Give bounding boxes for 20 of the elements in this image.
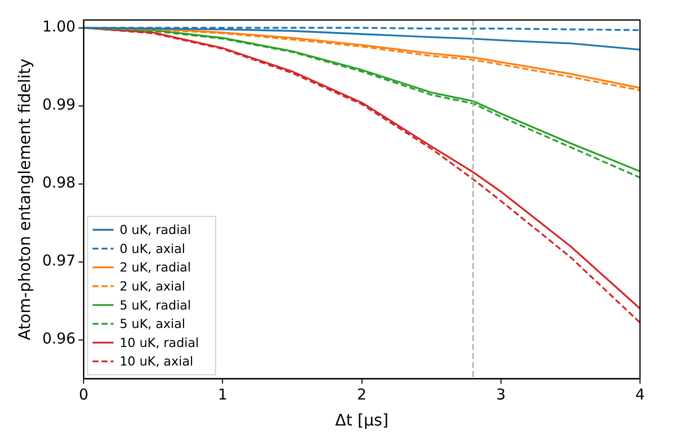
legend-label: 0 uK, axial <box>120 240 186 256</box>
y-tick-label: 0.99 <box>42 96 76 114</box>
x-tick-label: 2 <box>357 386 367 404</box>
y-tick-label: 0.98 <box>42 174 76 192</box>
y-axis-title: Atom-photon entanglement fidelity <box>14 58 34 340</box>
x-tick-label: 3 <box>496 386 506 404</box>
legend-label: 5 uK, axial <box>120 316 186 332</box>
x-tick-label: 0 <box>78 386 88 404</box>
x-axis-title: Δt [μs] <box>335 410 388 430</box>
legend-label: 10 uK, axial <box>120 354 194 369</box>
x-tick-label: 1 <box>218 386 228 404</box>
y-tick-label: 1.00 <box>42 18 76 36</box>
y-tick-label: 0.97 <box>42 252 76 270</box>
y-tick-label: 0.96 <box>42 330 76 348</box>
legend-label: 2 uK, axial <box>120 278 186 294</box>
x-tick-label: 4 <box>635 386 645 404</box>
legend-label: 0 uK, radial <box>120 222 191 238</box>
legend-label: 10 uK, radial <box>120 334 199 350</box>
legend-label: 5 uK, radial <box>120 297 191 312</box>
legend-label: 2 uK, radial <box>120 260 191 275</box>
